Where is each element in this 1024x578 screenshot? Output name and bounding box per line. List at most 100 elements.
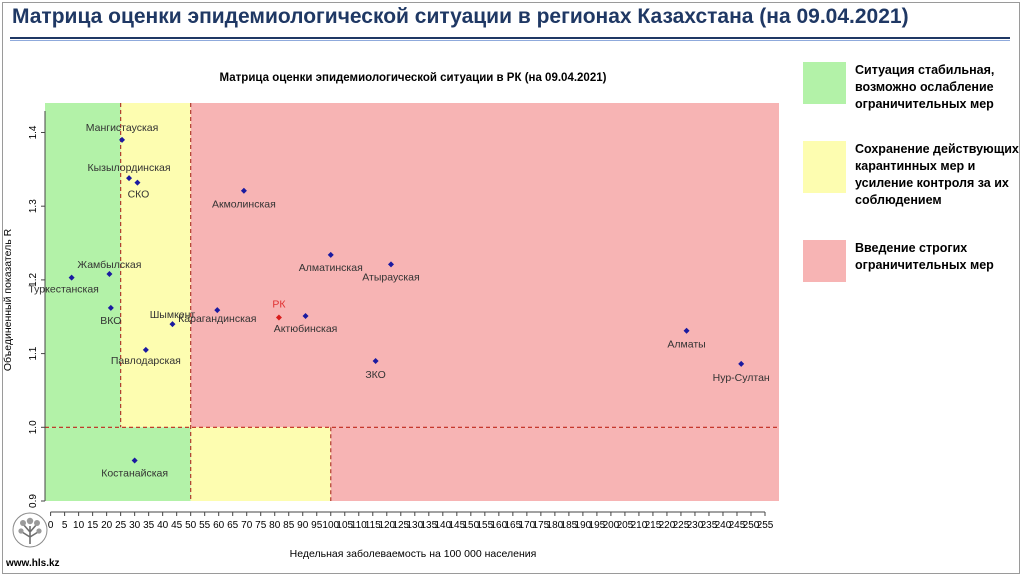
x-axis-label: Недельная заболеваемость на 100 000 насе… [290,548,537,560]
x-tick-label: 145 [448,520,465,531]
legend-label-line: ограничительных мер [855,97,994,111]
legend-label-line: Введение строгих [855,241,968,255]
y-tick-label: 1.0 [28,420,39,434]
x-tick-label: 20 [101,520,113,531]
x-tick-label: 130 [406,520,423,531]
legend-label: Введение строгих ограничительных мер [855,240,994,274]
x-tick-label: 210 [631,520,648,531]
chart-axes: 0 5 10 15 20 25 30 35 40 45 50 55 60 65 70 75 80 85 90 95 10… [28,111,774,531]
point-label: Мангистауская [86,122,159,134]
x-tick-label: 150 [462,520,479,531]
title-underline-thin [10,40,1010,41]
data-point [106,270,113,277]
y-axis-label: Объединенный показатель R [2,228,14,371]
data-point [683,327,690,334]
x-tick-label: 80 [269,520,281,531]
point-label: Алматинская [299,262,363,274]
legend-label: Сохранение действующих карантинных мер и у… [855,141,1019,209]
data-point [119,136,126,143]
data-point [131,457,138,464]
zone-4 [190,427,331,501]
x-tick-label: 70 [241,520,253,531]
data-point [169,321,176,328]
zone-2 [190,103,779,428]
x-tick-label: 40 [157,520,169,531]
x-tick-label: 185 [561,520,578,531]
data-point [372,357,379,364]
zone-3 [45,427,191,501]
y-tick-label: 0.9 [28,494,39,508]
chart-title: Матрица оценки эпидемиологической ситуац… [220,72,607,84]
legend-label-line: ограничительных мер [855,258,994,272]
x-tick-label: 45 [171,520,183,531]
data-point [214,307,221,314]
point-label: Жамбылская [77,259,141,271]
point-label: ВКО [100,315,121,327]
data-point [387,261,394,268]
threshold-lines [45,103,779,501]
x-tick-label: 90 [297,520,309,531]
point-label: Шымкент [150,309,196,321]
legend-label-line: Ситуация стабильная, [855,63,995,77]
slide-title: Матрица оценки эпидемиологической ситуац… [12,5,909,28]
x-tick-label: 0 [48,520,54,531]
x-tick-label: 10 [73,520,85,531]
x-tick-label: 85 [283,520,295,531]
x-tick-label: 125 [392,520,409,531]
title-underline [10,37,1010,39]
x-tick-label: 235 [701,520,718,531]
legend-swatch [803,62,846,104]
x-tick-label: 220 [659,520,676,531]
x-tick-label: 60 [213,520,225,531]
x-tick-label: 105 [336,520,353,531]
data-point [126,175,133,182]
x-tick-label: 25 [115,520,127,531]
point-label: РК [272,298,286,310]
data-point [738,360,745,367]
point-label: Акмолинская [212,199,276,211]
zone-1 [120,103,191,428]
x-tick-label: 180 [547,520,564,531]
x-tick-label: 50 [185,520,197,531]
legend-label-line: соблюдением [855,193,942,207]
x-tick-label: 200 [603,520,620,531]
data-point [68,274,75,281]
y-tick-label: 1.2 [28,273,39,287]
point-label: ЗКО [365,369,386,381]
data-points: Мангистауская Кызылординская СКО Акмолинска… [28,122,770,480]
data-point [134,179,141,186]
x-tick-label: 140 [434,520,451,531]
point-label: Актюбинская [274,323,338,335]
point-label: СКО [128,189,150,201]
x-tick-label: 30 [129,520,141,531]
legend-label-line: карантинных мер и [855,159,976,173]
legend-label-line: возможно ослабление [855,80,994,94]
x-tick-label: 160 [491,520,508,531]
x-tick-label: 230 [687,520,704,531]
x-tick-label: 165 [505,520,522,531]
x-tick-label: 35 [143,520,155,531]
legend-label: Ситуация стабильная, возможно ослабление о… [855,62,994,113]
point-label: Костанайская [101,467,168,479]
x-tick-label: 155 [476,520,493,531]
x-tick-label: 205 [617,520,634,531]
zone-backgrounds [45,103,779,501]
x-tick-label: 15 [87,520,99,531]
x-tick-label: 95 [311,520,323,531]
x-tick-label: 100 [322,520,339,531]
x-tick-label: 170 [519,520,536,531]
x-tick-label: 115 [365,520,381,531]
x-tick-label: 215 [645,520,662,531]
legend-label-line: Сохранение действующих [855,142,1019,156]
x-tick-label: 245 [729,520,746,531]
y-tick-label: 1.1 [28,346,39,360]
x-tick-label: 250 [743,520,760,531]
logo-icon [12,512,48,548]
x-tick-label: 135 [420,520,437,531]
website-link[interactable]: www.hls.kz [6,558,60,569]
x-tick-label: 195 [589,520,606,531]
point-label: Атырауская [362,271,419,283]
zone-5 [330,427,779,501]
data-point [327,251,334,258]
